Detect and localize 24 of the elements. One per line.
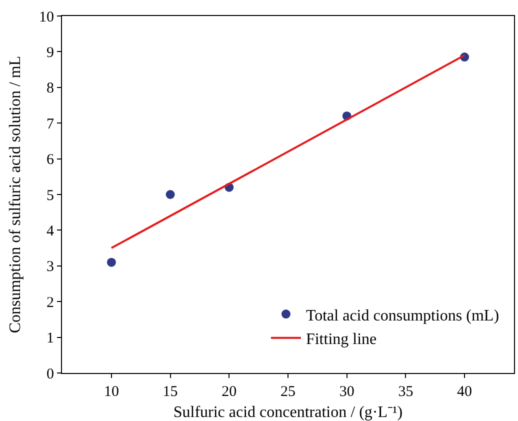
- y-tick-label: 0: [46, 366, 54, 382]
- point: [106, 258, 116, 267]
- y-tick-label: 6: [46, 152, 54, 168]
- x-axis-title: Sulfuric acid concentration / (g·L⁻¹): [173, 404, 403, 421]
- y-tick-label: 5: [46, 188, 54, 204]
- legend-label: Total acid consumptions (mL): [306, 307, 500, 324]
- x-tick-label: 30: [339, 384, 354, 400]
- x-tick-label: 10: [104, 384, 119, 400]
- legend-label: Fitting line: [306, 331, 377, 348]
- y-tick-label: 2: [46, 294, 54, 311]
- y-axis-title: Consumption of sulfuric acid solution / mL: [7, 56, 24, 334]
- x-tick-label: 25: [280, 384, 296, 400]
- point: [166, 190, 175, 199]
- y-tick-label: 10: [39, 9, 54, 26]
- y-tick-label: 1: [46, 330, 54, 347]
- x-tick-label: 35: [398, 384, 414, 400]
- y-tick-label: 4: [46, 223, 54, 240]
- x-tick-label: 20: [222, 384, 237, 400]
- y-tick-label: 8: [46, 80, 54, 97]
- y-tick-label: 9: [46, 44, 54, 61]
- y-tick-label: 3: [46, 259, 54, 276]
- x-tick-label: 40: [457, 384, 472, 400]
- y-tick-label: 7: [46, 116, 54, 132]
- x-tick-label: 15: [162, 384, 178, 400]
